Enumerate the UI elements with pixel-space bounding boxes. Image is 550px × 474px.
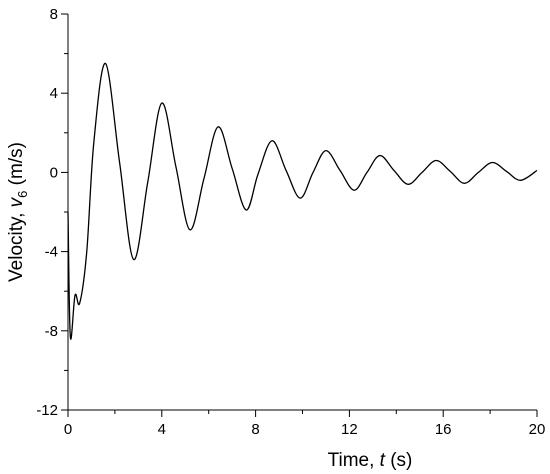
x-label-part: (s)	[385, 450, 412, 471]
y-tick-label: -4	[45, 244, 58, 261]
x-tick-label: 12	[341, 421, 358, 438]
y-tick-label: -12	[36, 402, 58, 419]
x-tick-label: 0	[64, 421, 72, 438]
y-label-part: (m/s)	[6, 142, 27, 191]
x-tick-label: 20	[529, 421, 546, 438]
y-label-part: v	[6, 196, 27, 207]
line-series	[67, 62, 538, 340]
x-tick-label: 8	[251, 421, 259, 438]
y-tick-label: 8	[50, 6, 58, 23]
x-tick-label: 16	[435, 421, 452, 438]
y-tick-label: -8	[45, 323, 58, 340]
x-label-part: t	[380, 450, 386, 471]
y-label-part: 6	[15, 191, 30, 198]
x-axis-label: Time, t (s)	[328, 450, 413, 471]
y-tick-label: 4	[50, 85, 58, 102]
y-axis-label: Velocity, v6 (m/s)	[6, 142, 30, 282]
x-tick-label: 4	[158, 421, 166, 438]
y-tick-label: 0	[50, 164, 58, 181]
x-label-part: Time,	[328, 450, 380, 471]
y-label-part: Velocity,	[6, 207, 27, 282]
